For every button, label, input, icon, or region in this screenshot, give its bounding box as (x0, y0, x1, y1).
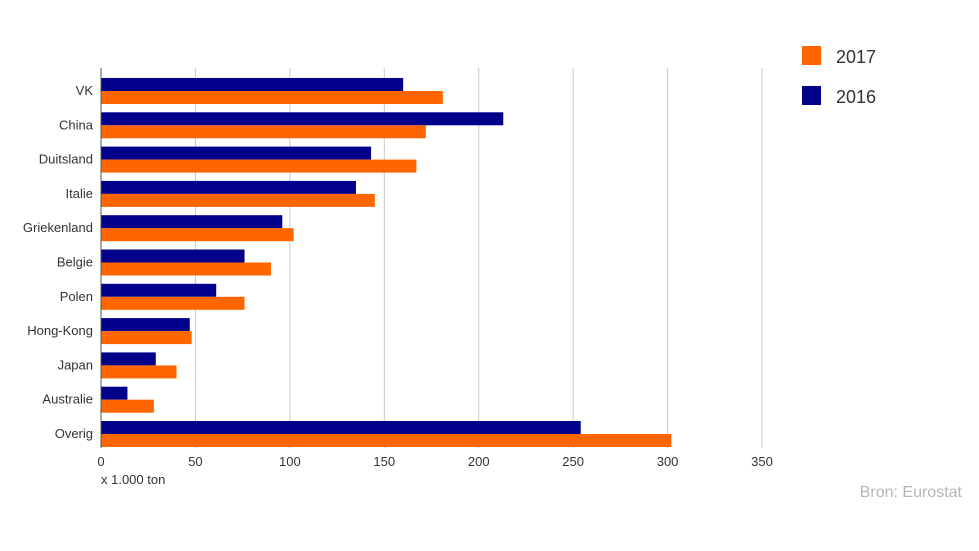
bar-2017 (101, 365, 177, 379)
bar-2017 (101, 125, 426, 139)
bar-2016 (101, 421, 581, 434)
x-axis-unit-label: x 1.000 ton (101, 472, 165, 487)
bar-2016 (101, 249, 245, 263)
bar-2017 (101, 262, 271, 276)
x-tick-label: 0 (97, 454, 104, 469)
category-label: Duitsland (39, 152, 93, 167)
bar-2016 (101, 352, 156, 366)
category-label: Belgie (57, 255, 93, 270)
category-label: Italie (66, 186, 93, 201)
x-tick-labels: 0 50 100 150 200 250 300 350 (97, 454, 772, 469)
bar-2017 (101, 434, 672, 447)
legend-swatch-2017 (802, 46, 821, 65)
x-tick-label: 150 (373, 454, 395, 469)
x-tick-label: 50 (188, 454, 202, 469)
bar-2016 (101, 112, 504, 126)
category-label: Polen (60, 289, 93, 304)
bar-2016 (101, 283, 217, 297)
bar-2016 (101, 180, 356, 194)
legend-label-2017: 2017 (836, 47, 876, 67)
bar-2016 (101, 146, 372, 160)
bar-2016 (101, 318, 190, 332)
bar-2016 (101, 78, 404, 91)
category-label: VK (76, 83, 94, 98)
x-tick-label: 200 (468, 454, 490, 469)
x-tick-label: 300 (657, 454, 679, 469)
bar-2017 (101, 331, 192, 345)
bars (101, 78, 672, 447)
bar-2017 (101, 399, 154, 413)
category-label: Hong-Kong (27, 323, 93, 338)
legend: 2017 2016 (802, 46, 876, 107)
bar-2017 (101, 228, 294, 242)
bar-2017 (101, 296, 245, 310)
x-tick-label: 250 (562, 454, 584, 469)
bar-2017 (101, 193, 375, 207)
source-label: Bron: Eurostat (860, 484, 963, 501)
category-label: China (59, 117, 94, 132)
legend-swatch-2016 (802, 86, 821, 105)
x-tick-label: 350 (751, 454, 773, 469)
category-label: Australie (42, 392, 93, 407)
bar-2016 (101, 386, 128, 400)
category-label: Japan (58, 357, 93, 372)
category-label: Griekenland (23, 220, 93, 235)
bar-2017 (101, 159, 417, 173)
bar-2017 (101, 91, 443, 104)
category-labels: VK China Duitsland Italie Griekenland Belgie P… (23, 83, 94, 441)
category-label: Overig (55, 426, 93, 441)
legend-label-2016: 2016 (836, 87, 876, 107)
bar-2016 (101, 215, 283, 229)
x-tick-label: 100 (279, 454, 301, 469)
